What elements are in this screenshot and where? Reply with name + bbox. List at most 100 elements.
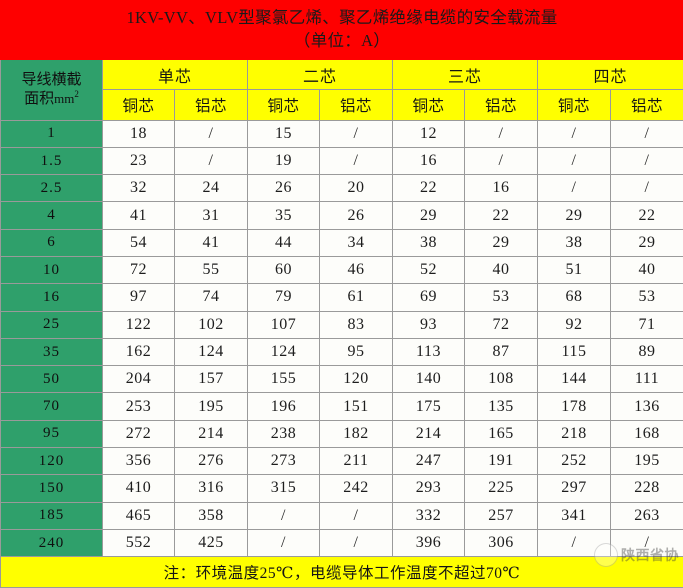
table-cell: 358 <box>174 501 248 530</box>
table-cell: 136 <box>610 392 683 421</box>
table-cell: 71 <box>610 310 683 339</box>
sub-header-single-aluminum: 铝芯 <box>174 88 248 121</box>
table-cell: 40 <box>610 256 683 285</box>
table-cell: 74 <box>174 283 248 312</box>
table-row: 25 122 102 107 83 93 72 92 71 <box>0 310 683 339</box>
table-row: 70 253 195 196 151 175 135 178 136 <box>0 392 683 421</box>
table-cell: 191 <box>464 447 538 476</box>
table-cell: 16 <box>392 146 465 176</box>
table-cell: / <box>247 501 320 530</box>
table-cell: 144 <box>537 365 611 394</box>
row-label-area: 50 <box>0 365 103 394</box>
table-cell: / <box>247 528 320 558</box>
table-cell: 196 <box>247 392 320 421</box>
group-header-three-core: 三芯 <box>392 59 538 90</box>
table-cell: 51 <box>537 256 611 285</box>
table-row: 10 72 55 60 46 52 40 51 40 <box>0 256 683 285</box>
sub-header-single-copper: 铜芯 <box>102 88 175 121</box>
table-cell: 315 <box>247 474 320 503</box>
table-cell: 92 <box>537 310 611 339</box>
table-cell: / <box>464 119 538 148</box>
table-cell: 111 <box>610 365 683 394</box>
header-group-row: 导线横截 面积mm2 单芯 二芯 三芯 四芯 <box>0 59 683 121</box>
table-cell: 15 <box>247 119 320 148</box>
table-cell: 102 <box>174 310 248 339</box>
row-label-area: 95 <box>0 419 103 449</box>
table-cell: / <box>537 174 611 203</box>
row-label-area: 70 <box>0 392 103 421</box>
table-cell: 135 <box>464 392 538 421</box>
table-cell: / <box>537 146 611 176</box>
footer-note: 注：环境温度25℃，电缆导体工作温度不超过70℃ <box>0 556 683 588</box>
table-cell: 29 <box>464 228 538 258</box>
table-row: 1.5 23/19/16// / <box>0 146 683 176</box>
table-cell: / <box>610 528 683 558</box>
table-cell: 29 <box>537 201 611 230</box>
table-cell: / <box>319 501 393 530</box>
table-cell: 122 <box>102 310 175 339</box>
table-cell: 204 <box>102 365 175 394</box>
table-cell: 44 <box>247 228 320 258</box>
sub-header-three-aluminum: 铝芯 <box>464 88 538 121</box>
table-cell: 61 <box>319 283 393 312</box>
table-cell: 40 <box>464 256 538 285</box>
table-cell: 22 <box>392 174 465 203</box>
row-label-area: 1 <box>0 119 103 148</box>
table-cell: 16 <box>464 174 538 203</box>
table-cell: 113 <box>392 337 465 367</box>
table-cell: 19 <box>247 146 320 176</box>
table-cell: 41 <box>102 201 175 230</box>
table-cell: 356 <box>102 447 175 476</box>
sub-header-four-aluminum: 铝芯 <box>610 88 683 121</box>
row-label-area: 25 <box>0 310 103 339</box>
table-row: 4 41 31 35 26 29 22 29 22 <box>0 201 683 230</box>
table-cell: 211 <box>319 447 393 476</box>
group-header-four-core: 四芯 <box>537 59 683 90</box>
table-cell: 26 <box>247 174 320 203</box>
table-cell: 182 <box>319 419 393 449</box>
table-cell: 162 <box>102 337 175 367</box>
table-cell: 22 <box>610 201 683 230</box>
table-cell: 151 <box>319 392 393 421</box>
table-cell: 214 <box>174 419 248 449</box>
table-cell: 293 <box>392 474 465 503</box>
row-label-area: 240 <box>0 528 103 558</box>
table-cell: 155 <box>247 365 320 394</box>
table-cell: 38 <box>392 228 465 258</box>
table-cell: 465 <box>102 501 175 530</box>
group-header-two-core: 二芯 <box>247 59 393 90</box>
table-cell: 53 <box>464 283 538 312</box>
table-cell: 140 <box>392 365 465 394</box>
sub-header-two-aluminum: 铝芯 <box>319 88 393 121</box>
table-row: 6 54 41 44 34 38 29 38 29 <box>0 228 683 258</box>
row-label-area: 2.5 <box>0 174 103 203</box>
table-cell: 29 <box>610 228 683 258</box>
table-cell: 53 <box>610 283 683 312</box>
table-cell: 12 <box>392 119 465 148</box>
table-cell: 273 <box>247 447 320 476</box>
row-label-area: 4 <box>0 201 103 230</box>
table-title: 1KV-VV、VLV型聚氯乙烯、聚乙烯绝缘电缆的安全载流量 （单位：A） <box>0 0 683 61</box>
table-cell: 46 <box>319 256 393 285</box>
table-cell: 306 <box>464 528 538 558</box>
table-cell: 35 <box>247 201 320 230</box>
table-cell: 95 <box>319 337 393 367</box>
table-cell: 52 <box>392 256 465 285</box>
table-cell: 175 <box>392 392 465 421</box>
table-cell: 168 <box>610 419 683 449</box>
table-cell: 178 <box>537 392 611 421</box>
table-cell: / <box>464 146 538 176</box>
table-cell: 228 <box>610 474 683 503</box>
table-cell: 218 <box>537 419 611 449</box>
table-cell: 157 <box>174 365 248 394</box>
table-cell: 87 <box>464 337 538 367</box>
row-header-label: 导线横截 面积mm2 <box>0 59 103 121</box>
table-row: 16 97 74 79 61 69 53 68 53 <box>0 283 683 312</box>
table-cell: 26 <box>319 201 393 230</box>
table-row: 95 272 214 238 182 214 165 218 168 <box>0 419 683 449</box>
table-cell: 425 <box>174 528 248 558</box>
table-cell: / <box>610 174 683 203</box>
table-cell: 247 <box>392 447 465 476</box>
